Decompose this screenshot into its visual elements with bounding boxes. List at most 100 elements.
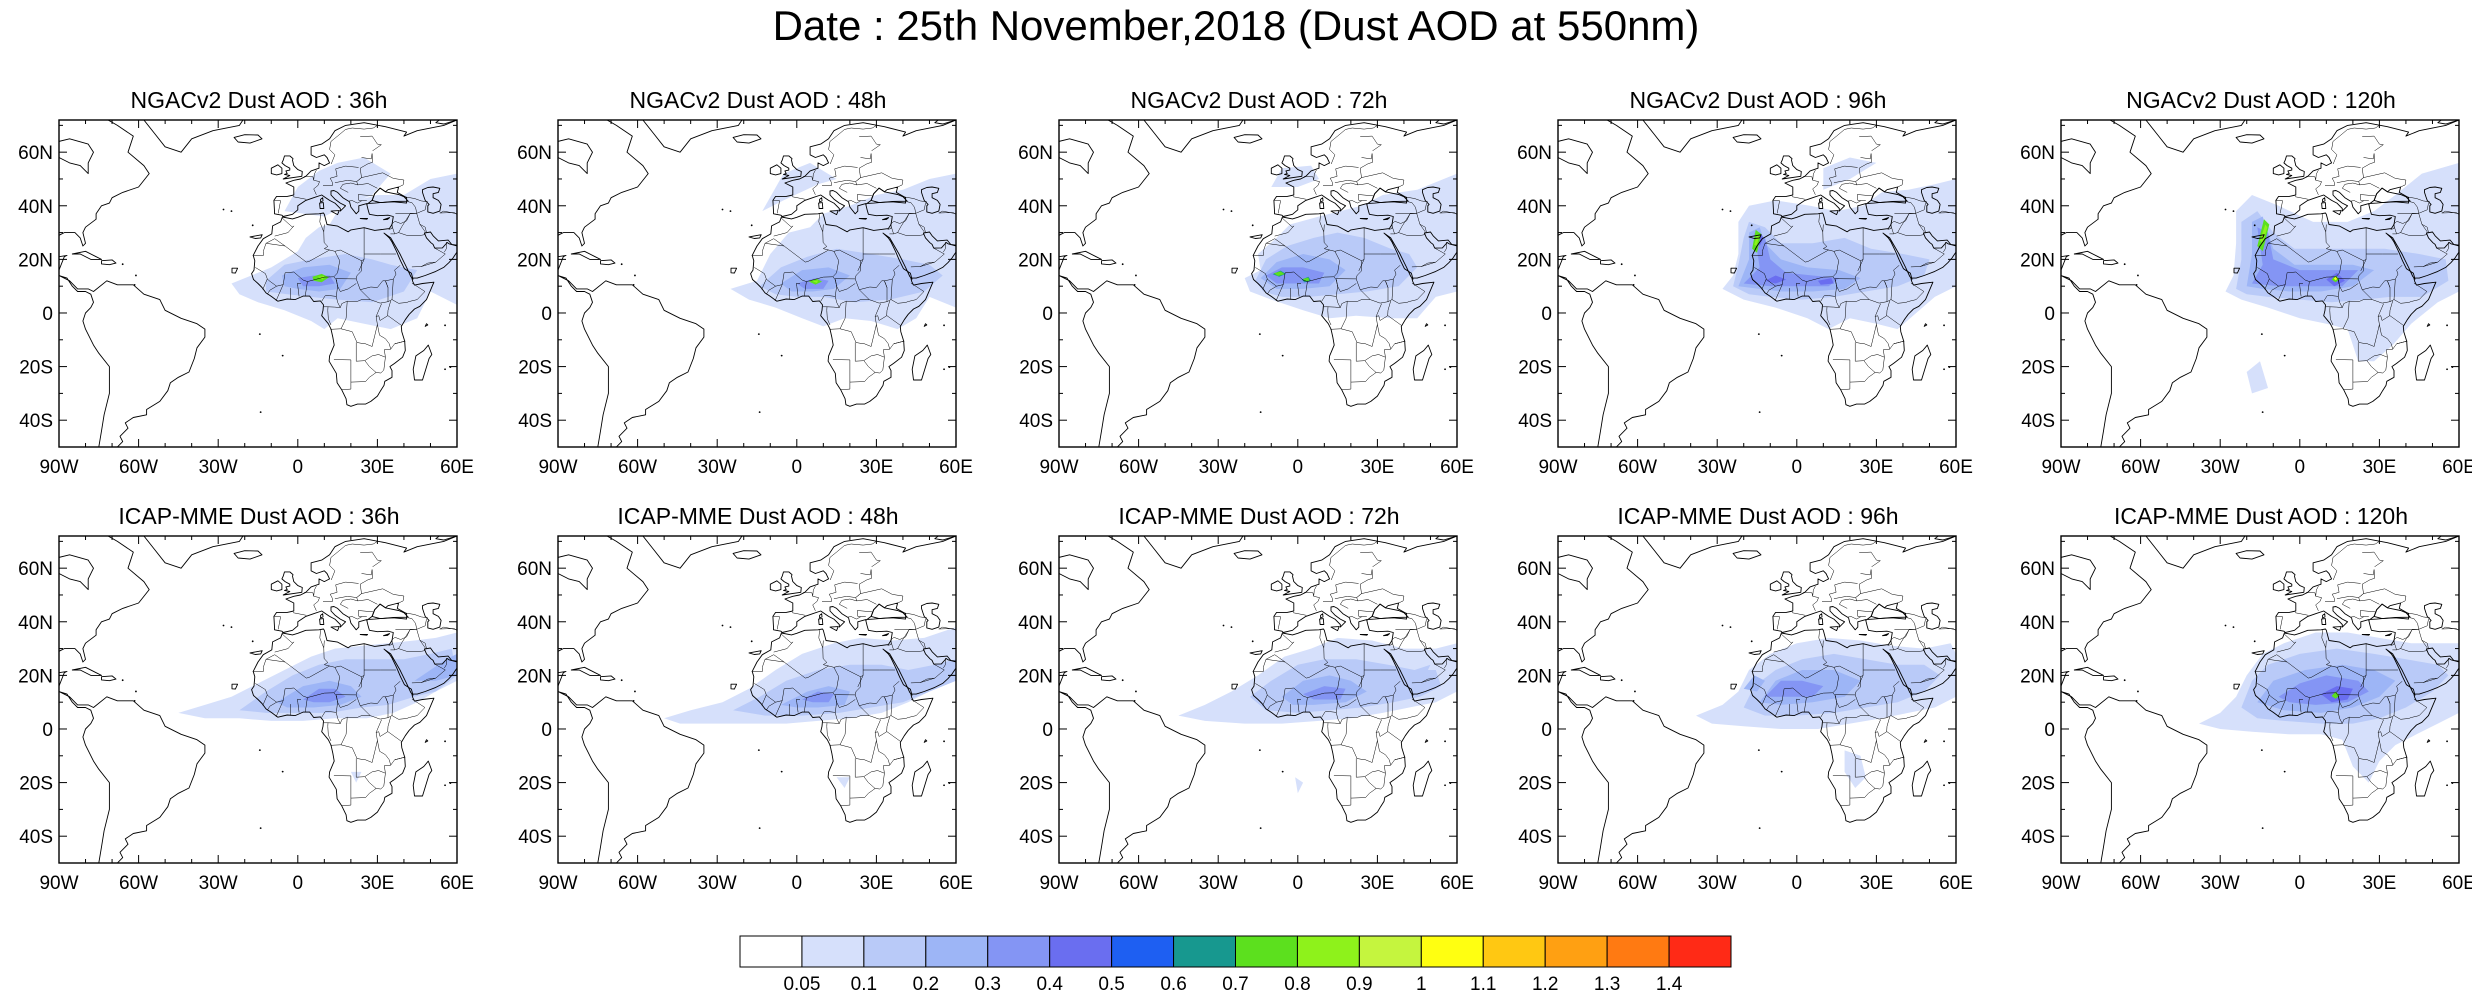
y-tick-label: 20S [1518, 774, 1552, 795]
dust-aod-field [1244, 165, 1457, 319]
coastlines [558, 120, 956, 447]
x-tick-label: 30E [1360, 873, 1394, 894]
country-borders [252, 541, 457, 806]
y-tick-label: 20S [19, 358, 53, 379]
country-borders [2254, 125, 2459, 390]
country-borders [751, 125, 956, 390]
y-tick-label: 60N [18, 559, 53, 580]
map-panel: ICAP-MME Dust AOD : 36h 90W 60W 30W 0 30E 60E 6… [18, 502, 474, 894]
coastlines [2061, 536, 2459, 863]
y-tick-label: 20S [518, 774, 552, 795]
y-tick-label: 60N [517, 559, 552, 580]
y-tick-label: 40S [1019, 411, 1053, 432]
axis-ticks [2060, 120, 2460, 447]
country-borders [252, 125, 457, 390]
coastlines [1558, 536, 1956, 863]
x-tick-label: 90W [538, 873, 577, 894]
y-tick-label: 0 [2044, 720, 2055, 741]
y-tick-label: 0 [1541, 720, 1552, 741]
aod-contour-level [802, 691, 834, 703]
map-plot-area: 90W 60W 30W 0 30E 60E 60N 40N 20N 0 20S 40S [517, 535, 973, 894]
y-tick-label: 0 [42, 304, 53, 325]
map-plot-area: 90W 60W 30W 0 30E 60E 60N 40N 20N 0 20S 40S [2020, 119, 2472, 478]
y-tick-label: 0 [541, 304, 552, 325]
map-layer [558, 120, 956, 447]
y-tick-label: 60N [1517, 143, 1552, 164]
colorbar-label: 1.1 [1470, 974, 1496, 995]
aod-contour-level [836, 777, 850, 788]
map-svg: 90W 60W 30W 0 30E 60E 60N 40N 20N 0 20S 40S [18, 535, 474, 894]
aod-contour-level [1271, 165, 1319, 187]
y-tick-label: 40N [2020, 613, 2055, 634]
axis-ticks [557, 120, 957, 447]
panel-title: ICAP-MME Dust AOD : 96h [1617, 503, 1899, 529]
panel-title: NGACv2 Dust AOD : 36h [130, 87, 388, 113]
aod-contour-level [1765, 275, 1787, 284]
colorbar-label: 1.4 [1656, 974, 1683, 995]
map-panel: ICAP-MME Dust AOD : 48h 90W 60W 30W 0 30E 60E 6… [517, 502, 973, 894]
y-tick-label: 20N [1517, 250, 1552, 271]
colorbar-swatch [1420, 935, 1484, 968]
x-tick-label: 60E [440, 457, 474, 478]
coastlines [1059, 536, 1457, 863]
aod-contour-level [2260, 224, 2268, 244]
aod-contour-level [1295, 777, 1304, 794]
aod-contour-level [2252, 227, 2359, 287]
colorbar-swatch [1606, 935, 1670, 968]
colorbar-swatch [925, 935, 989, 968]
country-borders [1751, 541, 1956, 806]
panel-title: NGACv2 Dust AOD : 96h [1629, 87, 1887, 113]
y-tick-label: 20N [2020, 250, 2055, 271]
map-panel: NGACv2 Dust AOD : 36h 90W 60W 30W 0 30E 60E 60N… [18, 86, 474, 478]
x-tick-label: 30W [2201, 873, 2240, 894]
map-panel: ICAP-MME Dust AOD : 120h 90W 60W 30W 0 30E 60E… [2020, 502, 2472, 894]
y-tick-label: 60N [2020, 559, 2055, 580]
map-plot-area: 90W 60W 30W 0 30E 60E 60N 40N 20N 0 20S 40S [1517, 119, 1973, 478]
colorbar-label: 1 [1416, 974, 1427, 995]
panel-title: ICAP-MME Dust AOD : 36h [118, 503, 400, 529]
figure-title: Date : 25th November,2018 (Dust AOD at 5… [772, 2, 1700, 49]
x-tick-label: 30W [199, 873, 238, 894]
x-tick-label: 0 [1792, 873, 1803, 894]
map-panel: NGACv2 Dust AOD : 48h 90W 60W 30W 0 30E 60E 60N… [517, 86, 973, 478]
y-tick-label: 20N [1517, 666, 1552, 687]
y-tick-label: 40N [517, 197, 552, 218]
aod-contour-level [2246, 361, 2268, 394]
y-tick-label: 0 [541, 720, 552, 741]
y-tick-label: 20S [19, 774, 53, 795]
aod-contour-level [1765, 680, 1824, 697]
map-panel: NGACv2 Dust AOD : 72h 90W 60W 30W 0 30E 60E 60N… [1018, 86, 1474, 478]
x-tick-label: 30W [199, 457, 238, 478]
coastlines [2061, 120, 2459, 447]
axis-ticks [1058, 120, 1458, 447]
colorbar-swatch [1296, 935, 1360, 968]
y-tick-label: 40S [1019, 827, 1053, 848]
colorbar-label: 0.8 [1284, 974, 1310, 995]
map-plot-area: 90W 60W 30W 0 30E 60E 60N 40N 20N 0 20S 40S [517, 119, 973, 478]
panel-title: NGACv2 Dust AOD : 72h [1130, 87, 1388, 113]
colorbar-label: 0.6 [1160, 974, 1186, 995]
y-tick-label: 40N [517, 613, 552, 634]
aod-contour-level [1303, 277, 1310, 282]
x-tick-label: 30E [360, 457, 394, 478]
colorbar-label: 0.1 [851, 974, 877, 995]
y-tick-label: 40N [1517, 613, 1552, 634]
colorbar-label: 1.2 [1532, 974, 1558, 995]
map-layer [1059, 120, 1457, 447]
x-tick-label: 60W [1618, 873, 1657, 894]
colorbar-label: 0.4 [1036, 974, 1063, 995]
y-tick-label: 60N [517, 143, 552, 164]
y-tick-label: 40N [18, 197, 53, 218]
y-tick-label: 0 [1541, 304, 1552, 325]
map-frame [1058, 119, 1458, 448]
y-tick-label: 20N [1018, 250, 1053, 271]
aod-contour-level [1398, 664, 1431, 692]
coastlines [59, 120, 457, 447]
x-tick-label: 90W [2041, 457, 2080, 478]
map-svg: 90W 60W 30W 0 30E 60E 60N 40N 20N 0 20S 40S [2020, 119, 2472, 478]
aod-contour-level [812, 280, 818, 283]
x-tick-label: 60E [939, 873, 973, 894]
colorbar-swatch [1544, 935, 1608, 968]
y-tick-label: 20S [518, 358, 552, 379]
x-tick-label: 30E [859, 873, 893, 894]
